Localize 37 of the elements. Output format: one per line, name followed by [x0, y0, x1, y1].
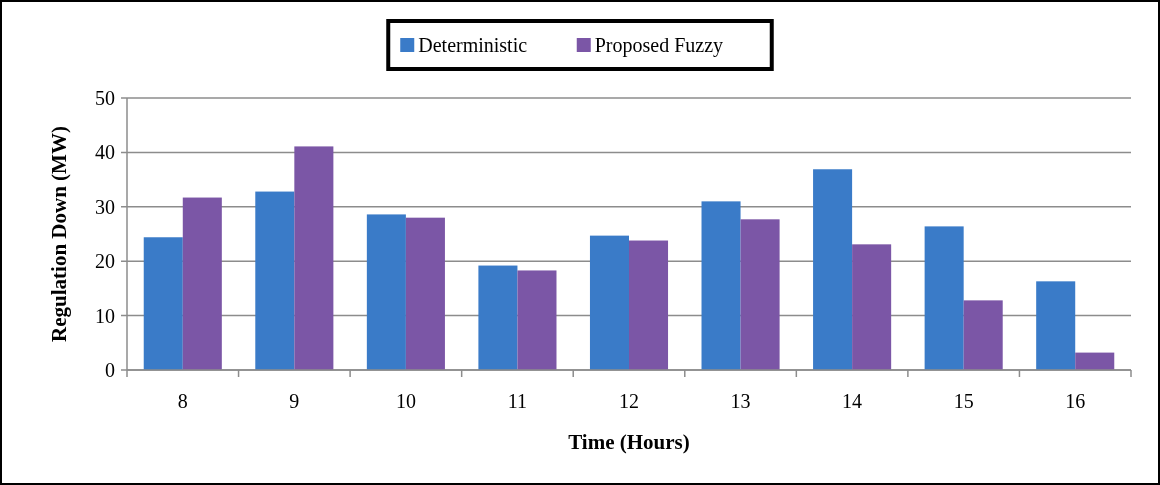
y-tick-label: 10 [95, 304, 115, 327]
x-tick-label: 16 [1065, 390, 1086, 412]
bar [740, 219, 780, 370]
bar [182, 197, 222, 370]
x-tick-label: 12 [619, 390, 639, 412]
x-tick-label: 10 [395, 390, 416, 412]
bar [1036, 281, 1076, 370]
x-tick-label: 14 [842, 390, 863, 412]
x-tick-label: 9 [289, 390, 300, 412]
legend-label: Proposed Fuzzy [594, 34, 724, 57]
bar [589, 235, 629, 370]
bar [701, 201, 741, 370]
bar [629, 240, 669, 370]
bar [1075, 352, 1115, 370]
bar [813, 169, 853, 370]
y-tick-label: 20 [95, 250, 115, 273]
bar [366, 214, 406, 370]
bar [924, 226, 964, 370]
y-tick-label: 30 [95, 195, 115, 218]
bar [405, 217, 445, 370]
bar [517, 270, 557, 370]
y-axis-title: Regulation Down (MW) [47, 126, 71, 342]
y-tick-label: 40 [95, 141, 115, 164]
y-tick-label: 0 [105, 359, 115, 381]
x-tick-label: 15 [953, 390, 974, 412]
bar [255, 191, 295, 370]
bar [294, 146, 334, 370]
legend-label: Deterministic [418, 34, 528, 56]
x-tick-label: 8 [177, 390, 188, 412]
bar [852, 244, 892, 370]
bar [478, 265, 518, 370]
y-tick-label: 50 [95, 87, 115, 109]
x-axis-title: Time (Hours) [568, 430, 690, 454]
bar [143, 237, 183, 370]
bar [963, 300, 1003, 370]
x-tick-label: 11 [507, 390, 528, 412]
x-tick-label: 13 [730, 390, 751, 412]
